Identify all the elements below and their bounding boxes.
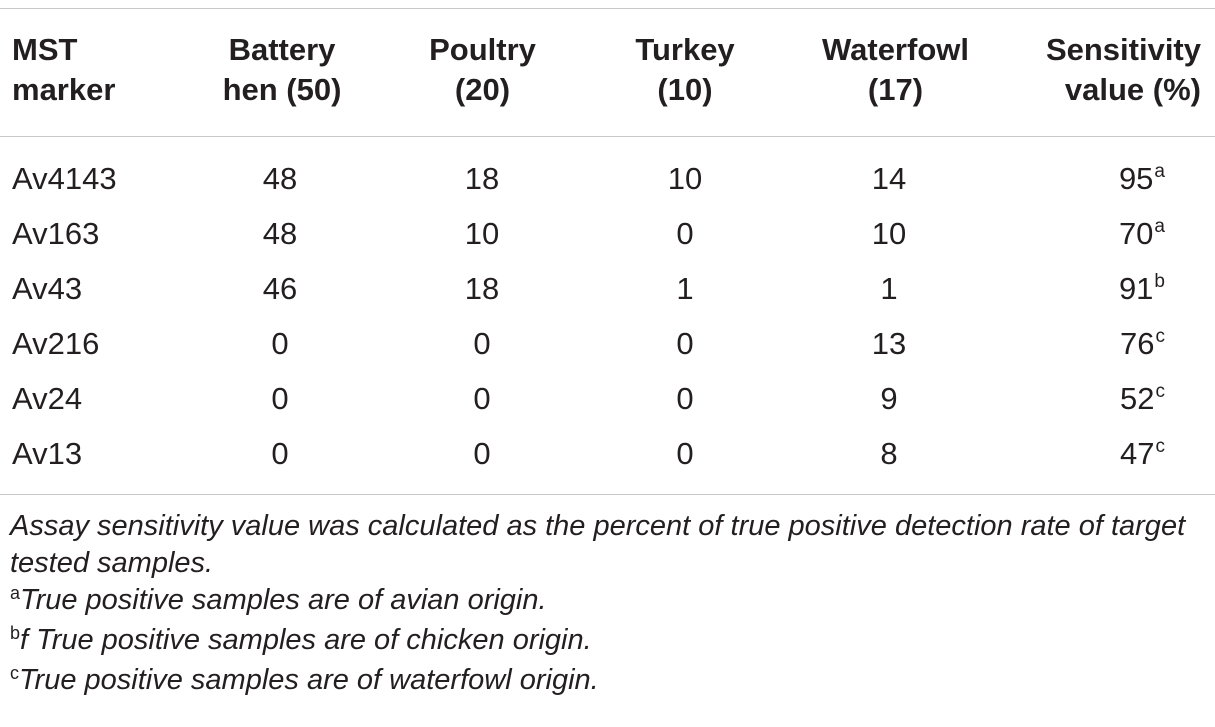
cell-waterfowl: 10 [871, 216, 907, 251]
cell-turkey: 0 [676, 436, 694, 471]
cell-marker: Av163 [12, 216, 100, 251]
cell-marker: Av13 [12, 436, 83, 471]
cell-battery-hen: 48 [262, 216, 298, 251]
table-row: Av13 0 0 0 8 47c [0, 426, 1215, 481]
header-waterfowl-line2: (17) [867, 72, 924, 107]
cell-marker: Av43 [12, 271, 83, 306]
table-footnotes: Assay sensitivity value was calculated a… [10, 508, 1210, 702]
sensitivity-footnote-mark: b [1154, 271, 1165, 292]
table-top-rule [0, 8, 1215, 9]
cell-marker: Av4143 [12, 161, 117, 196]
cell-sensitivity: 70a [1119, 206, 1165, 266]
footnote-text-b: f True positive samples are of chicken o… [20, 624, 592, 656]
sensitivity-value: 70 [1118, 216, 1154, 251]
footnote-mark-a: a [10, 583, 21, 603]
header-sensitivity-line1: Sensitivity [1045, 32, 1201, 67]
cell-turkey: 10 [667, 161, 703, 196]
cell-sensitivity: 95a [1119, 151, 1165, 211]
header-poultry-line2: (20) [454, 72, 511, 107]
table-row: Av163 48 10 0 10 70a [0, 206, 1215, 261]
cell-poultry: 18 [464, 271, 500, 306]
cell-poultry: 18 [464, 161, 500, 196]
cell-sensitivity: 47c [1120, 426, 1165, 486]
header-turkey: Turkey (10) [625, 30, 745, 110]
header-poultry-line1: Poultry [429, 32, 536, 67]
cell-sensitivity: 76c [1120, 316, 1165, 376]
footnote-c: cTrue positive samples are of waterfowl … [10, 662, 1210, 702]
header-waterfowl: Waterfowl (17) [808, 30, 983, 110]
header-turkey-line2: (10) [657, 72, 713, 107]
table-bottom-rule [0, 494, 1215, 495]
sensitivity-footnote-mark: c [1155, 326, 1166, 347]
footnote-main: Assay sensitivity value was calculated a… [10, 510, 1186, 579]
sensitivity-footnote-mark: a [1154, 216, 1165, 237]
cell-battery-hen: 0 [271, 326, 289, 361]
header-turkey-line1: Turkey [635, 32, 735, 67]
cell-poultry: 10 [464, 216, 500, 251]
cell-turkey: 0 [676, 381, 694, 416]
sensitivity-value: 95 [1118, 161, 1154, 196]
footnote-text-c: True positive samples are of waterfowl o… [19, 664, 599, 696]
cell-battery-hen: 46 [262, 271, 298, 306]
cell-turkey: 1 [676, 271, 694, 306]
cell-waterfowl: 14 [871, 161, 907, 196]
cell-battery-hen: 48 [262, 161, 298, 196]
sensitivity-value: 47 [1120, 436, 1155, 471]
cell-sensitivity: 91b [1119, 261, 1165, 321]
footnote-mark-b: b [10, 623, 21, 643]
cell-poultry: 0 [473, 326, 491, 361]
header-waterfowl-line1: Waterfowl [822, 32, 969, 67]
footnote-a: aTrue positive samples are of avian orig… [10, 582, 1210, 622]
cell-marker: Av24 [12, 381, 83, 416]
header-battery-hen: Battery hen (50) [217, 30, 347, 110]
table-row: Av24 0 0 0 9 52c [0, 371, 1215, 426]
sensitivity-value: 76 [1120, 326, 1155, 361]
header-mst-marker-line1: MST [12, 32, 78, 67]
footnote-b: bf True positive samples are of chicken … [10, 622, 1210, 662]
cell-waterfowl: 13 [871, 326, 907, 361]
header-separator-rule [0, 136, 1215, 137]
table-row: Av4143 48 18 10 14 95a [0, 151, 1215, 206]
cell-waterfowl: 9 [880, 381, 898, 416]
cell-turkey: 0 [676, 216, 694, 251]
footnote-text-a: True positive samples are of avian origi… [20, 584, 547, 616]
header-poultry: Poultry (20) [420, 30, 545, 110]
table-row: Av43 46 18 1 1 91b [0, 261, 1215, 316]
header-mst-marker: MST marker [12, 30, 115, 110]
cell-poultry: 0 [473, 381, 491, 416]
cell-marker: Av216 [12, 326, 100, 361]
cell-sensitivity: 52c [1120, 371, 1165, 431]
header-mst-marker-line2: marker [12, 72, 116, 107]
cell-waterfowl: 1 [880, 271, 898, 306]
header-sensitivity-line2: value (%) [1064, 72, 1201, 107]
sensitivity-value: 91 [1118, 271, 1154, 306]
header-battery-hen-line2: hen (50) [222, 72, 342, 107]
cell-poultry: 0 [473, 436, 491, 471]
header-battery-hen-line1: Battery [228, 32, 336, 67]
cell-waterfowl: 8 [880, 436, 898, 471]
sensitivity-footnote-mark: a [1154, 161, 1165, 182]
cell-battery-hen: 0 [271, 436, 289, 471]
table-row: Av216 0 0 0 13 76c [0, 316, 1215, 371]
sensitivity-value: 52 [1120, 381, 1155, 416]
cell-battery-hen: 0 [271, 381, 289, 416]
cell-turkey: 0 [676, 326, 694, 361]
sensitivity-footnote-mark: c [1155, 436, 1166, 457]
sensitivity-footnote-mark: c [1155, 381, 1166, 402]
footnote-mark-c: c [10, 663, 19, 683]
header-sensitivity-value: Sensitivity value (%) [1046, 30, 1201, 110]
